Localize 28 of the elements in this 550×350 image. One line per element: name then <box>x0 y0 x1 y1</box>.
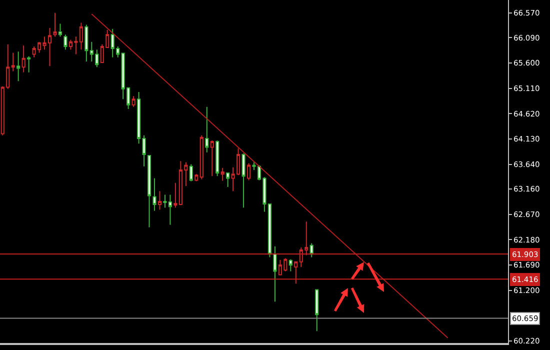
candlestick <box>132 96 136 108</box>
candlestick <box>147 154 152 228</box>
candlestick <box>189 164 193 182</box>
candlestick <box>174 182 178 208</box>
candlestick <box>79 22 83 50</box>
candlestick <box>288 258 292 272</box>
candlestick <box>210 140 214 177</box>
candlestick <box>246 162 251 181</box>
candlestick <box>22 44 26 73</box>
candlestick <box>16 51 20 82</box>
candlestick <box>64 34 68 50</box>
candlestick <box>226 172 230 188</box>
candlestick <box>158 190 162 210</box>
candlestick <box>205 106 209 153</box>
candlestick <box>242 152 246 208</box>
candlestick <box>315 289 319 332</box>
candlestick <box>273 246 277 302</box>
candlestick <box>216 140 220 177</box>
candlestick <box>53 12 57 38</box>
candlestick <box>220 167 224 182</box>
candlestick <box>11 52 15 72</box>
candlestick <box>200 134 204 180</box>
candlestick <box>194 174 198 182</box>
candlestick <box>152 178 156 212</box>
candlestick <box>310 242 314 258</box>
candlestick <box>84 24 88 62</box>
candlestick <box>58 23 62 38</box>
candlestick <box>27 56 31 73</box>
